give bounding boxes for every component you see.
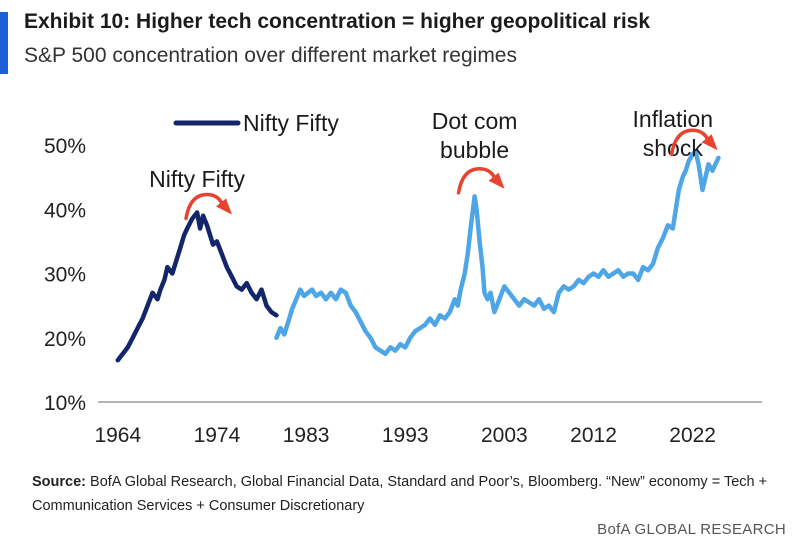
x-tick-label: 2022 [669, 424, 716, 447]
y-axis: 10% 20% 30% 40% 50% [44, 135, 86, 415]
x-tick-label: 2012 [570, 424, 617, 447]
x-tick-label: 1964 [94, 424, 141, 447]
page-subtitle: S&P 500 concentration over different mar… [24, 44, 517, 67]
y-tick-label: 40% [44, 199, 86, 222]
x-tick-label: 1974 [194, 424, 241, 447]
chart-series [115, 149, 721, 363]
annotation-label: Dot com [432, 108, 518, 134]
peak-arrow-icon [184, 192, 226, 221]
source-text: BofA Global Research, Global Financial D… [32, 474, 768, 514]
peak-arrowhead-icon [701, 134, 718, 151]
peak-arrowhead-icon [216, 198, 233, 215]
peak-arrowhead-icon [488, 172, 505, 189]
x-axis: 1964 1974 1983 1993 2003 2012 2022 [94, 401, 762, 447]
x-tick-label: 1983 [283, 424, 330, 447]
y-tick-label: 50% [44, 135, 86, 158]
y-tick-label: 30% [44, 264, 86, 287]
y-tick-label: 10% [44, 392, 86, 415]
peak-arrow-icon [456, 167, 499, 195]
series-line-nifty-fifty [115, 210, 279, 363]
chart-legend: Nifty Fifty [173, 110, 339, 136]
brand-footer: BofA GLOBAL RESEARCH [597, 521, 786, 538]
annotation-label: Inflation [633, 106, 714, 132]
series-line-sp500 [274, 149, 721, 357]
x-tick-label: 2003 [481, 424, 528, 447]
legend-label-nifty-fifty: Nifty Fifty [243, 110, 339, 136]
page-title: Exhibit 10: Higher tech concentration = … [24, 10, 651, 33]
source-note: Source: BofA Global Research, Global Fin… [32, 470, 772, 518]
title-accent-bar [0, 12, 8, 74]
annotation-label: bubble [440, 137, 509, 163]
annotation-label: Nifty Fifty [149, 166, 245, 192]
peak-arrow-icon [669, 128, 712, 156]
source-label: Source: [32, 474, 86, 490]
y-tick-label: 20% [44, 328, 86, 351]
x-tick-label: 1993 [382, 424, 429, 447]
